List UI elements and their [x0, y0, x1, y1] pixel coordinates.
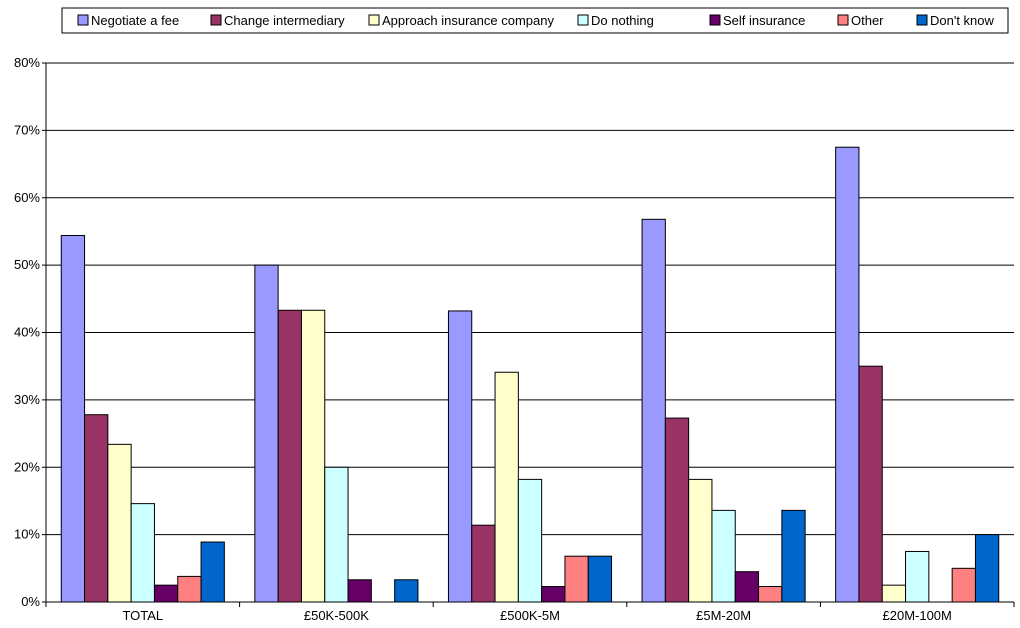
bar-change-intermediary-50k-500k: [277, 309, 302, 603]
legend: Negotiate a fee Change intermediary Approa…: [61, 7, 1009, 34]
bar-other-total: [177, 575, 202, 603]
bar-self-insurance-total: [153, 584, 179, 603]
bar-approach-insurance-company-total: [107, 443, 132, 603]
y-tick-label: 80%: [14, 55, 40, 70]
legend-swatch-other: [837, 14, 849, 26]
bar-negotiate-a-fee-total: [60, 234, 86, 603]
x-tick-label-500k-5m: £500K-5M: [500, 608, 560, 623]
bar-approach-insurance-company-20m-100m: [881, 584, 907, 603]
legend-label-approach-insurance-company: Approach insurance company: [382, 13, 554, 28]
bar-don-t-know-5m-20m: [781, 509, 806, 603]
bar-don-t-know-total: [200, 541, 225, 603]
legend-entry-don-t-know: Don't know: [916, 13, 995, 28]
bar-approach-insurance-company-50k-500k: [300, 309, 326, 603]
y-axis-tick-labels: 0% 10% 20% 30% 40% 50% 60% 70% 80%: [14, 55, 40, 609]
bar-self-insurance-5m-20m: [734, 571, 760, 603]
y-tick-label: 70%: [14, 122, 40, 137]
bar-change-intermediary-20m-100m: [858, 365, 883, 603]
legend-entry-negotiate-a-fee: Negotiate a fee: [77, 13, 179, 28]
bar-other-500k-5m: [564, 555, 589, 603]
legend-entry-change-intermediary: Change intermediary: [210, 13, 345, 28]
legend-swatch-self-insurance: [709, 14, 721, 26]
bar-do-nothing-20m-100m: [905, 550, 930, 603]
bar-do-nothing-50k-500k: [324, 466, 349, 603]
y-tick-label: 40%: [14, 325, 40, 340]
bars: [60, 146, 1000, 603]
legend-entry-self-insurance: Self insurance: [709, 13, 805, 28]
bar-other-20m-100m: [951, 567, 976, 603]
axes: [42, 62, 1015, 607]
legend-label-do-nothing: Do nothing: [591, 13, 654, 28]
bar-change-intermediary-total: [84, 414, 109, 603]
legend-entry-do-nothing: Do nothing: [577, 13, 654, 28]
bar-don-t-know-500k-5m: [587, 555, 613, 603]
bar-don-t-know-50k-500k: [394, 579, 419, 603]
x-tick-label-total: TOTAL: [122, 608, 163, 623]
legend-label-negotiate-a-fee: Negotiate a fee: [91, 13, 179, 28]
legend-entry-other: Other: [837, 13, 884, 28]
y-tick-label: 20%: [14, 459, 40, 474]
y-tick-label: 0%: [21, 594, 40, 609]
y-tick-label: 10%: [14, 527, 40, 542]
bar-do-nothing-total: [130, 503, 155, 603]
legend-label-don-t-know: Don't know: [930, 13, 995, 28]
x-tick-label-5m-20m: £5M-20M: [696, 608, 751, 623]
x-tick-label-50k-500k: £50K-500K: [304, 608, 369, 623]
bar-negotiate-a-fee-20m-100m: [835, 146, 860, 603]
legend-swatch-change-intermediary: [210, 14, 222, 26]
bar-change-intermediary-500k-5m: [471, 524, 496, 603]
y-tick-label: 60%: [14, 190, 40, 205]
bar-self-insurance-500k-5m: [541, 586, 566, 603]
y-tick-label: 30%: [14, 392, 40, 407]
legend-swatch-don-t-know: [916, 14, 928, 26]
bar-approach-insurance-company-5m-20m: [688, 478, 713, 603]
y-tick-label: 50%: [14, 257, 40, 272]
legend-label-change-intermediary: Change intermediary: [224, 13, 345, 28]
legend-swatch-negotiate-a-fee: [77, 14, 89, 26]
bar-other-5m-20m: [758, 586, 783, 603]
bar-don-t-know-20m-100m: [974, 534, 1000, 603]
x-tick-label-20m-100m: £20M-100M: [883, 608, 952, 623]
legend-entry-approach-insurance-company: Approach insurance company: [368, 13, 554, 28]
legend-label-self-insurance: Self insurance: [723, 13, 805, 28]
bar-negotiate-a-fee-5m-20m: [641, 218, 666, 603]
bar-do-nothing-5m-20m: [711, 509, 736, 603]
x-axis-tick-labels: TOTAL £50K-500K £500K-5M £5M-20M £20M-100M: [122, 608, 951, 623]
bar-negotiate-a-fee-500k-5m: [447, 310, 473, 603]
legend-swatch-do-nothing: [577, 14, 589, 26]
bar-do-nothing-500k-5m: [517, 478, 543, 603]
bar-negotiate-a-fee-50k-500k: [254, 264, 279, 603]
legend-swatch-approach-insurance-company: [368, 14, 380, 26]
bar-self-insurance-50k-500k: [347, 579, 372, 603]
bar-change-intermediary-5m-20m: [664, 417, 690, 603]
legend-label-other: Other: [851, 13, 884, 28]
bar-approach-insurance-company-500k-5m: [494, 371, 519, 603]
